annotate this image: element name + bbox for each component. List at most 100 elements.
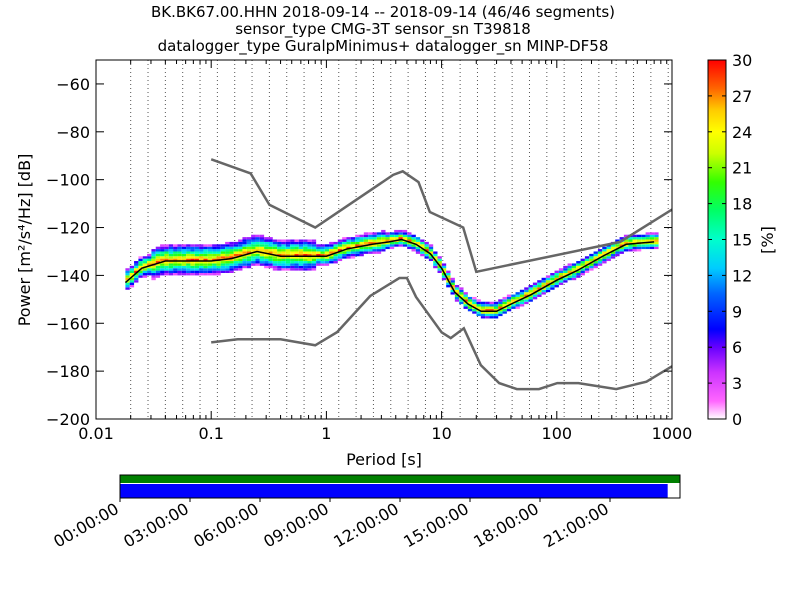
heatmap-cell [446,270,451,274]
heatmap-cell [190,256,195,259]
heatmap-cell [268,251,273,254]
heatmap-cell [138,263,143,266]
heatmap-cell [303,249,308,252]
heatmap-cell [567,263,572,266]
heatmap-cell [337,249,343,252]
heatmap-cell [307,241,312,245]
colorbar-tick-label: 18 [732,195,752,214]
heatmap-cell [229,244,234,247]
heatmap-cell [506,306,512,309]
heatmap-cell [424,241,429,245]
heatmap-cell [160,246,165,250]
heatmap-cell [151,270,156,274]
heatmap-cell [567,268,572,271]
heatmap-cell [584,258,590,262]
colorbar-tick-label: 6 [732,338,742,357]
heatmap-cell [233,265,239,269]
y-tick-label: −180 [46,362,90,381]
heatmap-cell [320,253,325,257]
heatmap-cell [233,249,239,252]
chart-title-line3: datalogger_type GuralpMinimus+ datalogge… [158,37,609,56]
heatmap-cell [220,244,226,247]
heatmap-cell [259,263,265,266]
heatmap-cell [164,249,169,252]
heatmap-cell [303,265,308,269]
heatmap-cell [402,244,408,247]
heatmap-cell [654,246,659,250]
heatmap-cell [255,241,260,245]
heatmap-cell [194,273,200,276]
heatmap-cell [164,268,169,271]
y-tick-label: −80 [56,123,90,142]
heatmap-cell [420,244,425,247]
heatmap-cell [342,253,347,257]
heatmap-cell [147,256,152,259]
heatmap-cell [545,287,551,290]
heatmap-cell [428,258,434,262]
heatmap-cell [272,251,278,254]
heatmap-cell [259,256,265,259]
heatmap-cell [242,241,247,245]
colorbar-label: [%] [758,226,777,254]
heatmap-cell [359,246,364,250]
heatmap-cell [355,239,360,242]
heatmap-cell [212,256,217,259]
heatmap-cell [480,308,486,312]
heatmap-cell [199,268,204,271]
heatmap-cell [160,265,165,269]
heatmap-cell [216,244,221,247]
heatmap-cell [359,241,364,245]
heatmap-cell [307,249,312,252]
heatmap-cell [459,294,464,297]
heatmap-cell [324,253,330,257]
heatmap-cell [376,239,382,242]
heatmap-cell [177,263,182,266]
heatmap-cell [151,273,156,276]
heatmap-cell [324,244,330,247]
heatmap-cell [528,287,533,290]
heatmap-cell [381,244,386,247]
heatmap-cell [437,258,442,262]
heatmap-cell [238,251,243,254]
heatmap-cell [142,275,148,278]
heatmap-cell [255,251,260,254]
heatmap-cell [350,251,356,254]
heatmap-cell [320,246,325,250]
heatmap-cell [389,232,395,235]
heatmap-cell [251,263,256,266]
heatmap-cell [545,280,551,283]
heatmap-cell [441,277,447,281]
heatmap-cell [654,239,659,242]
heatmap-cell [216,273,221,276]
heatmap-cell [528,289,533,293]
heatmap-cell [168,251,174,254]
heatmap-cell [333,246,338,250]
heatmap-cell [290,239,295,242]
heatmap-cell [216,270,221,274]
colorbar-tick-label: 12 [732,266,752,285]
heatmap-cell [155,258,161,262]
heatmap-cell [324,246,330,250]
heatmap-cell [454,287,460,290]
heatmap-cell [190,244,195,247]
heatmap-cell [649,246,655,250]
heatmap-cell [528,292,533,295]
heatmap-cell [246,256,252,259]
heatmap-cell [238,241,243,245]
heatmap-cell [433,261,438,264]
heatmap-cell [160,249,165,252]
heatmap-cell [407,232,412,235]
heatmap-cell [181,251,187,254]
heatmap-cell [277,249,282,252]
heatmap-cell [311,241,317,245]
heatmap-cell [433,265,438,269]
heatmap-cell [147,253,152,257]
heatmap-cell [186,270,191,274]
heatmap-cell [571,277,577,281]
heatmap-cell [489,301,494,305]
heatmap-cell [238,253,243,257]
heatmap-cell [238,268,243,271]
heatmap-cell [441,263,447,266]
heatmap-cell [203,261,208,264]
heatmap-cell [294,258,299,262]
